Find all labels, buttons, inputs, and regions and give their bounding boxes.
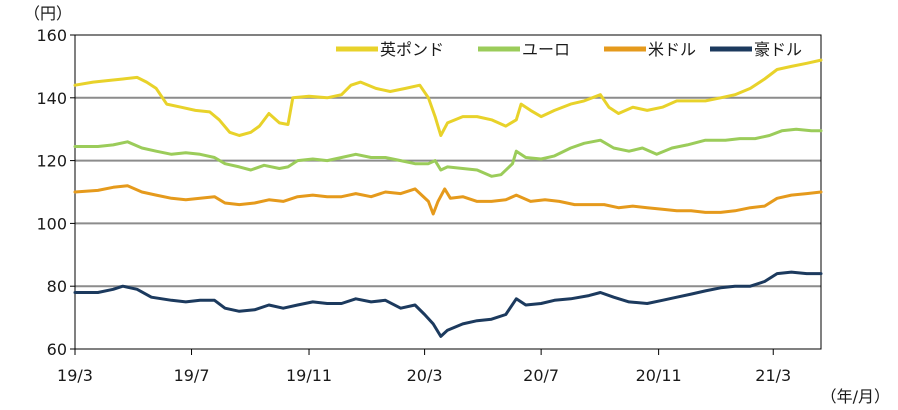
legend-item: ユーロ bbox=[478, 40, 570, 59]
legend-item: 英ポンド bbox=[336, 40, 444, 59]
x-tick-label: 20/7 bbox=[523, 366, 559, 385]
x-tick-label: 20/11 bbox=[636, 366, 682, 385]
legend: 英ポンド ユーロ 米ドル 豪ドル bbox=[336, 40, 802, 59]
legend-item: 豪ドル bbox=[710, 40, 802, 59]
axes: 60 80 100 120 140 160 19/3 19/7 19/11 20/3 20/7 20/… bbox=[36, 26, 822, 385]
x-tick-label: 19/7 bbox=[174, 366, 210, 385]
y-tick-label: 60 bbox=[47, 340, 67, 359]
y-axis-unit-label: （円） bbox=[24, 4, 72, 23]
series-line-3 bbox=[73, 184, 823, 216]
x-axis-unit-label: （年/月） bbox=[821, 387, 890, 406]
x-tick-label: 19/3 bbox=[57, 366, 93, 385]
legend-label: 英ポンド bbox=[380, 40, 444, 59]
y-tick-label: 120 bbox=[36, 152, 67, 171]
legend-label: 米ドル bbox=[648, 40, 696, 59]
legend-item: 米ドル bbox=[604, 40, 696, 59]
series-line-2 bbox=[73, 127, 823, 178]
y-tick-label: 140 bbox=[36, 89, 67, 108]
series-line-4 bbox=[73, 270, 823, 338]
y-tick-label: 80 bbox=[47, 277, 67, 296]
legend-label: ユーロ bbox=[522, 40, 570, 59]
series-line-1 bbox=[73, 58, 823, 137]
series-lines bbox=[73, 58, 823, 338]
x-tick-label: 21/3 bbox=[755, 366, 791, 385]
gridlines bbox=[75, 96, 821, 288]
x-tick-label: 20/3 bbox=[407, 366, 443, 385]
y-tick-label: 160 bbox=[36, 26, 67, 45]
legend-label: 豪ドル bbox=[754, 40, 802, 59]
x-tick-label: 19/11 bbox=[286, 366, 332, 385]
y-tick-label: 100 bbox=[36, 214, 67, 233]
